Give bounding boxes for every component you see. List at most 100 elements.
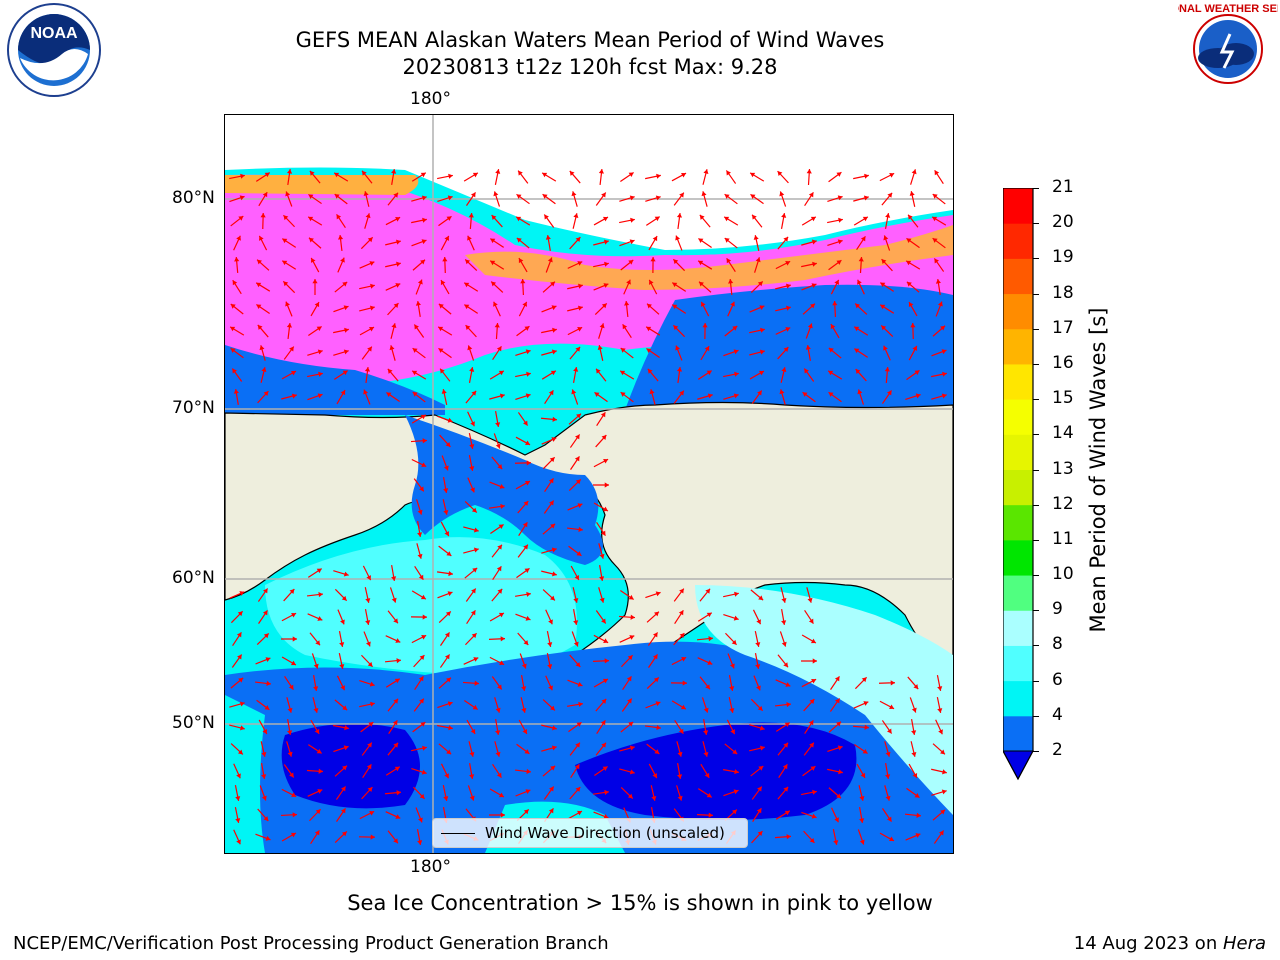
wave-direction-arrowhead [836, 260, 842, 265]
wave-direction-arrowhead [415, 301, 421, 306]
wave-direction-arrowhead [369, 305, 375, 311]
wave-direction-arrowhead [786, 305, 791, 311]
wave-direction-arrowhead [704, 346, 710, 352]
wave-direction-arrowhead [549, 500, 554, 506]
wave-direction-arrowhead [257, 259, 262, 265]
wave-direction-arrowhead [473, 527, 479, 533]
wave-direction-arrowhead [438, 303, 444, 309]
chart-title-line1: GEFS MEAN Alaskan Waters Mean Period of … [295, 28, 885, 52]
wave-direction-arrowhead [291, 393, 297, 399]
wave-direction-arrowhead [393, 192, 399, 198]
wave-direction-arrowhead [679, 633, 685, 638]
wave-direction-arrowhead [522, 301, 527, 307]
wave-direction-arrowhead [602, 216, 608, 222]
wave-direction-arrowhead [629, 195, 635, 201]
wave-direction-arrowhead [910, 323, 916, 328]
wave-direction-arrowhead [604, 261, 609, 267]
wave-direction-arrowhead [287, 730, 293, 735]
wave-direction-arrowhead [473, 547, 479, 553]
wave-direction-arrowhead [469, 444, 475, 449]
wave-direction-arrowhead [263, 816, 269, 821]
wave-direction-arrowhead [395, 638, 401, 643]
wave-direction-arrowhead [786, 283, 791, 289]
wave-direction-arrowhead [369, 326, 375, 332]
wave-direction-arrowhead [573, 598, 579, 603]
wave-direction-arrowhead [315, 809, 321, 815]
wave-direction-arrowhead [760, 745, 765, 751]
colorbar-segment [1003, 504, 1033, 541]
lon-label-bottom: 180° [410, 857, 451, 877]
wave-direction-arrowhead [680, 704, 686, 710]
wave-direction-arrowhead [706, 792, 712, 798]
wave-direction-arrowhead [308, 237, 314, 243]
wave-direction-arrowhead [490, 238, 496, 244]
wave-direction-arrowhead [341, 595, 347, 601]
wave-direction-arrowhead [915, 393, 921, 399]
wave-direction-arrowhead [886, 390, 892, 396]
wave-direction-arrowhead [914, 370, 920, 375]
wave-direction-arrowhead [603, 283, 609, 288]
wave-direction-arrowhead [366, 764, 372, 770]
wave-direction-arrowhead [577, 681, 583, 687]
colorbar-tick-label: 6 [1052, 669, 1063, 690]
wave-direction-arrowhead [470, 610, 476, 616]
wave-direction-arrowhead [497, 588, 503, 594]
wave-direction-arrowhead [864, 724, 869, 730]
wave-direction-arrowhead [681, 657, 687, 662]
wave-direction-arrowhead [935, 279, 941, 284]
wave-direction-arrowhead [677, 774, 683, 779]
wave-direction-arrowhead [395, 283, 401, 288]
wave-direction-arrowhead [391, 597, 397, 603]
wave-direction-arrowhead [577, 327, 583, 332]
wave-direction-arrowhead [734, 371, 739, 377]
wave-direction-arrowhead [620, 370, 626, 376]
wave-period-map: Wind Wave Direction (unscaled) [225, 115, 953, 853]
wave-direction-arrowhead [729, 663, 735, 669]
wave-direction-arrowhead [656, 173, 661, 179]
wave-direction-arrowhead [551, 349, 557, 355]
wave-direction-arrowhead [859, 795, 865, 801]
wave-direction-arrowhead [552, 725, 557, 731]
wave-direction-arrowhead [238, 216, 244, 221]
wave-direction-arrowhead [885, 795, 891, 801]
colorbar-tick-label: 11 [1052, 528, 1074, 549]
wave-direction-arrowhead [289, 772, 294, 778]
wave-direction-arrowhead [523, 640, 529, 645]
wave-direction-arrowhead [495, 730, 501, 735]
wave-direction-arrowhead [552, 327, 557, 333]
wave-direction-arrowhead [886, 816, 892, 822]
wave-direction-arrowhead [343, 571, 349, 577]
wave-direction-arrowhead [807, 597, 813, 603]
wave-direction-arrowhead [914, 793, 920, 798]
wave-direction-arrowhead [724, 216, 730, 222]
wave-direction-arrowhead [647, 303, 652, 309]
wave-direction-arrowhead [911, 752, 917, 757]
wave-direction-arrowhead [810, 638, 816, 644]
wave-direction-arrowhead [864, 173, 869, 179]
wave-direction-arrowhead [370, 701, 375, 707]
wave-direction-arrowhead [464, 282, 470, 288]
wave-direction-arrowhead [602, 506, 608, 512]
wave-direction-arrowhead [811, 283, 817, 289]
wave-direction-arrowhead [932, 194, 938, 199]
wave-direction-arrowhead [596, 368, 601, 374]
wave-direction-arrowhead [396, 261, 401, 267]
wave-direction-arrowhead [908, 302, 914, 308]
wave-direction-arrowhead [601, 698, 607, 704]
wave-direction-arrowhead [753, 235, 759, 240]
wave-direction-arrowhead [496, 772, 502, 778]
wave-direction-arrowhead [417, 553, 423, 559]
wave-direction-arrowhead [497, 544, 502, 550]
wave-direction-arrowhead [308, 216, 314, 222]
wave-direction-arrowhead [934, 170, 940, 176]
wave-direction-arrowhead [601, 742, 606, 748]
wave-direction-arrowhead [445, 442, 451, 447]
wave-direction-arrowhead [647, 368, 653, 374]
wave-direction-arrowhead [526, 591, 531, 597]
wave-direction-arrowhead [627, 698, 632, 704]
wave-direction-arrowhead [675, 235, 681, 241]
wave-direction-arrowhead [734, 591, 739, 597]
wave-direction-arrowhead [883, 235, 889, 241]
wave-direction-arrowhead [524, 749, 530, 754]
wave-direction-arrowhead [828, 370, 834, 376]
